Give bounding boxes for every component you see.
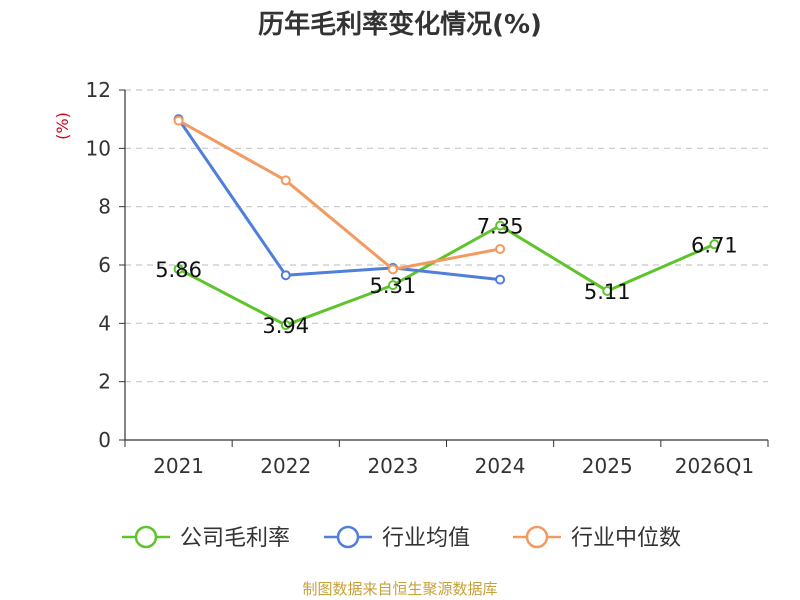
data-point xyxy=(280,320,291,331)
source-note: 制图数据来自恒生聚源数据库 xyxy=(302,580,498,598)
data-label: 7.35 xyxy=(477,215,524,239)
data-label: 5.11 xyxy=(584,280,631,304)
x-tick-label: 2023 xyxy=(367,454,418,478)
data-labels: 5.86 3.94 5.31 7.35 5.11 6.71 xyxy=(155,215,738,338)
y-tick-label: 12 xyxy=(86,78,111,102)
y-tick-label: 0 xyxy=(98,428,111,452)
data-label: 5.86 xyxy=(155,258,202,282)
y-axis-ticks: 0 2 4 6 8 10 12 xyxy=(86,78,125,452)
legend-label: 行业中位数 xyxy=(571,526,681,551)
x-tick-label: 2025 xyxy=(582,454,633,478)
data-point xyxy=(280,270,291,281)
data-label: 5.31 xyxy=(370,274,417,298)
series-line xyxy=(177,118,501,282)
y-tick-label: 10 xyxy=(86,136,111,160)
x-tick-label: 2026Q1 xyxy=(675,454,754,478)
gridlines xyxy=(125,89,768,383)
data-point xyxy=(173,115,184,126)
x-axis-ticks: 2021 2022 2023 2024 2025 2026Q1 xyxy=(124,440,769,478)
legend-label: 公司毛利率 xyxy=(180,526,290,551)
legend-label: 行业均值 xyxy=(382,526,470,551)
legend-item[interactable]: 行业中位数 xyxy=(513,525,681,551)
legend-item[interactable]: 公司毛利率 xyxy=(122,525,290,551)
legend-item[interactable]: 行业均值 xyxy=(324,525,470,551)
data-point xyxy=(173,264,184,275)
x-tick-label: 2022 xyxy=(260,454,311,478)
legend-marker xyxy=(525,525,549,549)
data-point xyxy=(495,274,506,285)
series-group xyxy=(173,114,720,331)
y-tick-label: 4 xyxy=(98,311,111,335)
data-point xyxy=(495,243,506,254)
data-point xyxy=(387,264,398,275)
y-tick-label: 6 xyxy=(98,253,111,277)
series-line xyxy=(177,119,501,271)
y-tick-label: 8 xyxy=(98,195,111,219)
data-point xyxy=(495,220,506,231)
y-tick-label: 2 xyxy=(98,370,111,394)
data-label: 6.71 xyxy=(691,233,738,257)
y-axis-label: (%) xyxy=(53,112,72,140)
x-tick-label: 2024 xyxy=(475,454,526,478)
data-point xyxy=(387,280,398,291)
data-point xyxy=(602,285,613,296)
legend-marker xyxy=(336,525,360,549)
data-point xyxy=(280,175,291,186)
legend[interactable]: 公司毛利率 行业均值 行业中位数 xyxy=(122,525,681,551)
series-line xyxy=(177,224,716,327)
data-label: 3.94 xyxy=(262,314,309,338)
data-point xyxy=(709,239,720,250)
legend-marker xyxy=(134,525,158,549)
chart-title: 历年毛利率变化情况(%) xyxy=(258,10,542,40)
x-tick-label: 2021 xyxy=(153,454,204,478)
